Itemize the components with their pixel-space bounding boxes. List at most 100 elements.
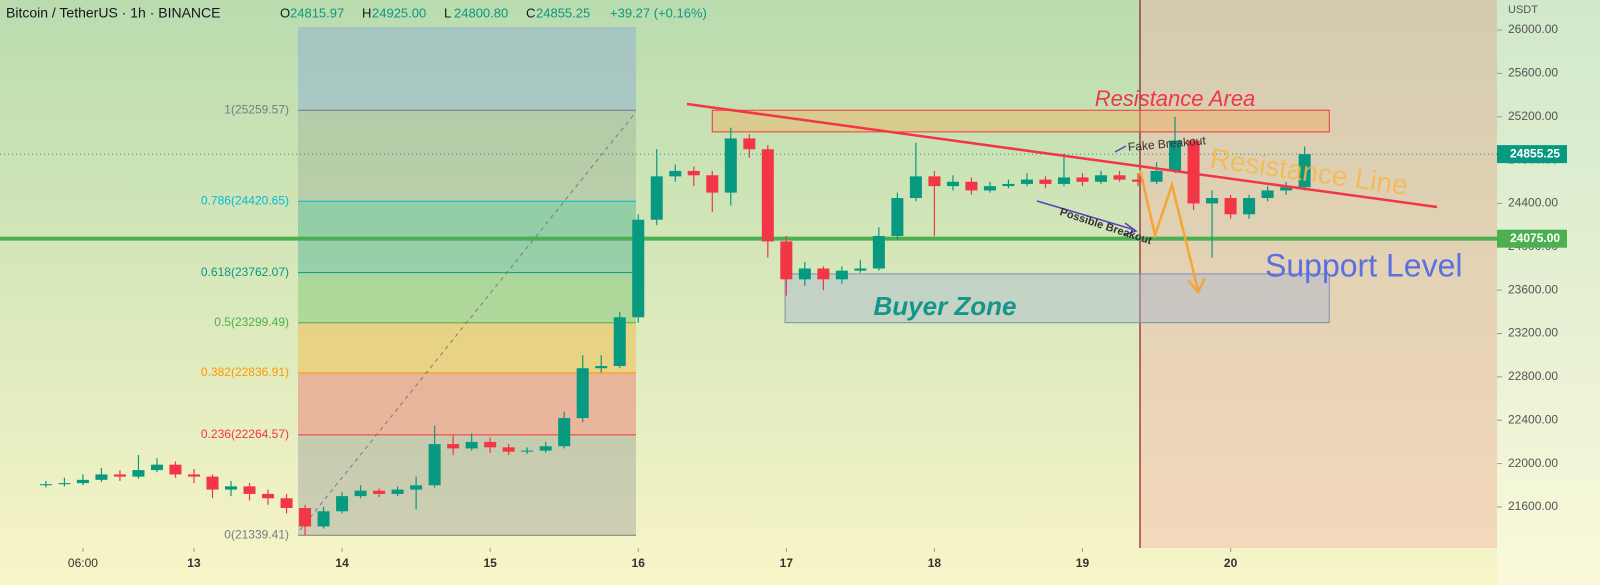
candle-body xyxy=(262,493,275,499)
candle-body xyxy=(1057,177,1070,184)
fib-label: 0.382(22836.91) xyxy=(201,365,289,379)
candle-body xyxy=(1206,198,1219,204)
candle-body xyxy=(1020,179,1033,184)
support-tag xyxy=(1497,229,1567,248)
candle-body xyxy=(613,317,626,367)
fib-diagonal xyxy=(299,111,637,531)
candle-body xyxy=(743,138,756,150)
chart-title: Bitcoin / TetherUS · 1h · BINANCE xyxy=(6,5,220,21)
ohlc-change: +39.27 (+0.16%) xyxy=(610,5,707,20)
fake-breakout-label: Fake Breakout xyxy=(1127,133,1207,154)
candle-group xyxy=(39,116,1311,536)
support-level-label: Support Level xyxy=(1265,247,1462,283)
candle-body xyxy=(576,368,589,419)
buyer-zone xyxy=(784,273,1330,324)
candle-body xyxy=(391,489,404,494)
x-tick-label: 15 xyxy=(483,556,497,570)
candle-body xyxy=(558,418,571,447)
x-tick-label: 20 xyxy=(1224,556,1238,570)
ohlc-key: C xyxy=(526,5,535,20)
candle-body xyxy=(1094,175,1108,182)
y-tick-label: 22000.00 xyxy=(1508,456,1558,470)
fib-label: 0.5(23299.49) xyxy=(214,315,289,329)
candle-body xyxy=(650,176,663,220)
candle-body xyxy=(669,170,682,177)
resistance-trendline xyxy=(686,102,1438,209)
candle-body xyxy=(465,441,478,449)
y-tick-label: 26000.00 xyxy=(1508,22,1558,36)
fib-band xyxy=(298,110,636,202)
candle-body xyxy=(1132,179,1145,182)
fake-arrow xyxy=(1114,145,1127,153)
candle-body xyxy=(1187,140,1200,204)
candle-body xyxy=(909,176,922,199)
candle-body xyxy=(1039,179,1052,184)
fib-band xyxy=(298,272,636,323)
x-tick-label: 06:00 xyxy=(68,556,98,570)
candle-body xyxy=(447,444,460,449)
candle-body xyxy=(891,198,904,236)
candle-body xyxy=(1243,198,1256,215)
candle-body xyxy=(336,496,349,512)
candle-body xyxy=(354,490,367,497)
candle-body xyxy=(132,470,145,477)
y-tick-label: 22400.00 xyxy=(1508,412,1558,426)
candle-body xyxy=(965,181,978,191)
candle-body xyxy=(780,241,793,280)
buyer-zone-label: Buyer Zone xyxy=(873,291,1016,321)
y-tick-label: 25600.00 xyxy=(1508,66,1558,80)
projection-arrow-head xyxy=(1187,277,1207,295)
candle-body xyxy=(502,447,515,452)
candle-body xyxy=(373,490,386,494)
candle-body xyxy=(835,270,848,280)
fib-label: 0.236(22264.57) xyxy=(201,427,289,441)
candle-body xyxy=(872,235,885,269)
candle-body xyxy=(595,366,608,369)
candle-body xyxy=(1280,187,1293,191)
x-tick-label: 16 xyxy=(632,556,646,570)
x-tick-label: 17 xyxy=(780,556,794,570)
y-tick-label: 22800.00 xyxy=(1508,369,1558,383)
y-tick-label: 25200.00 xyxy=(1508,109,1558,123)
breakout-arrow-head xyxy=(1123,222,1138,236)
support-tag-label: 24075.00 xyxy=(1510,231,1560,245)
x-tick-label: 19 xyxy=(1076,556,1090,570)
fib-label: 1(25259.57) xyxy=(224,102,289,116)
candle-body xyxy=(76,479,89,484)
candle-body xyxy=(150,464,163,471)
ohlc-key: O xyxy=(280,5,290,20)
fib-band xyxy=(298,322,636,373)
ohlc-value: 24815.97 xyxy=(290,5,344,20)
ohlc-value: 24800.80 xyxy=(454,5,508,20)
candle-body xyxy=(632,219,645,318)
y-axis-label: USDT xyxy=(1508,4,1538,16)
candle-body xyxy=(1113,175,1126,180)
candle-body xyxy=(39,484,52,486)
candle-body xyxy=(1076,177,1089,182)
y-tick-label: 24400.00 xyxy=(1508,196,1558,210)
x-tick-label: 18 xyxy=(928,556,942,570)
fib-band xyxy=(298,434,636,536)
y-tick-label: 23200.00 xyxy=(1508,326,1558,340)
candle-body xyxy=(817,268,830,280)
candle-body xyxy=(521,450,534,452)
candle-body xyxy=(58,483,71,485)
candle-body xyxy=(928,176,941,187)
candle-body xyxy=(187,474,201,477)
ohlc-value: 24855.25 xyxy=(536,5,590,20)
fib-label: 0.618(23762.07) xyxy=(201,265,289,279)
candle-body xyxy=(1169,140,1182,171)
projection-arrow xyxy=(1138,169,1200,291)
candle-body xyxy=(687,170,700,176)
y-tick-label: 23600.00 xyxy=(1508,282,1558,296)
candle-body xyxy=(761,149,774,242)
candle-body xyxy=(428,444,441,486)
resistance-area-label: Resistance Area xyxy=(1095,86,1256,111)
last-price-tag xyxy=(1497,145,1567,164)
fib-label: 0.786(24420.65) xyxy=(201,193,289,207)
y-tick-label: 21600.00 xyxy=(1508,499,1558,513)
price-axis-bg xyxy=(1497,0,1600,585)
